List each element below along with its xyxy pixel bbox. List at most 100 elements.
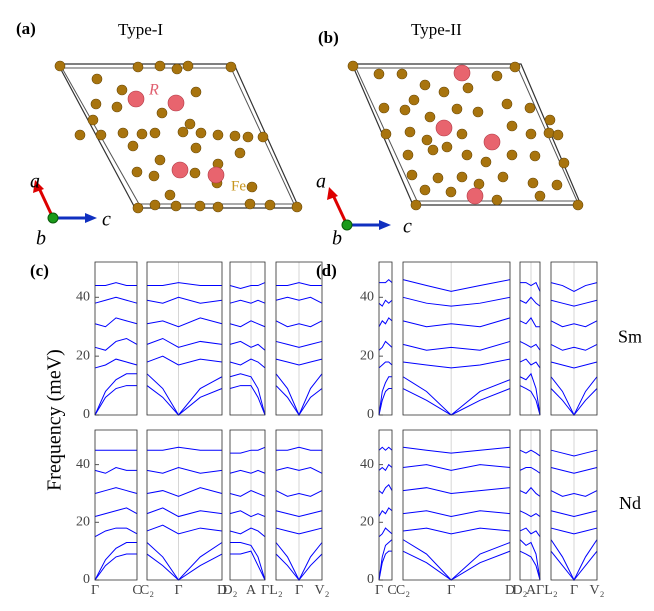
species-label: R xyxy=(148,82,159,99)
phonon-band xyxy=(147,282,222,287)
fe-atom xyxy=(347,60,359,72)
r-atom xyxy=(167,94,185,112)
fe-atom xyxy=(461,149,473,161)
phonon-band xyxy=(147,446,222,451)
phonon-band xyxy=(402,527,511,535)
phonon-band xyxy=(378,299,393,307)
y-tick-label: 40 xyxy=(76,290,90,305)
fe-atom xyxy=(242,131,254,143)
fe-atom xyxy=(87,114,99,126)
y-tick-label: 20 xyxy=(76,515,90,530)
phonon-band xyxy=(95,282,137,287)
fe-atom xyxy=(54,60,66,72)
phonon-band xyxy=(229,299,266,304)
fe-atom xyxy=(419,184,431,196)
fe-atom xyxy=(509,61,521,73)
axis-label: a xyxy=(316,171,326,193)
phonon-band xyxy=(402,340,511,351)
fe-atom xyxy=(456,128,468,140)
x-tick-label: Γ xyxy=(261,583,269,598)
phonon-band xyxy=(379,278,393,284)
fe-atom xyxy=(399,104,411,116)
x-tick-label: Γ xyxy=(174,583,182,598)
x-tick-label: D₂ xyxy=(513,583,528,598)
phonon-band xyxy=(378,340,393,351)
axis-label: c xyxy=(403,216,412,238)
phonon-band xyxy=(402,539,511,581)
subpanel-frame xyxy=(378,261,393,416)
phonon-band xyxy=(146,385,223,416)
fe-atom xyxy=(148,170,160,182)
panel-label: (c) xyxy=(30,261,49,280)
x-tick-label: Γ xyxy=(447,583,455,598)
arrow-head xyxy=(379,220,391,230)
fe-atom xyxy=(445,186,457,198)
fe-atom xyxy=(177,126,189,138)
phonon-band xyxy=(94,337,138,351)
phonon-band xyxy=(146,507,223,518)
panel-label: (a) xyxy=(16,19,36,38)
y-tick-label: 0 xyxy=(83,572,90,587)
x-tick-label: L₂ xyxy=(544,583,558,598)
fe-atom xyxy=(543,127,555,139)
fe-atom xyxy=(132,202,144,214)
fe-atom xyxy=(529,150,541,162)
axis-arrow xyxy=(37,187,55,219)
phonon-band xyxy=(94,466,137,474)
phonon-band xyxy=(275,296,323,304)
phonon-band xyxy=(275,320,323,328)
fe-atom xyxy=(74,129,86,141)
subpanel-frame xyxy=(146,261,223,416)
subpanel-frame xyxy=(275,429,323,581)
phonon-band xyxy=(378,388,392,416)
fe-atom xyxy=(544,114,556,126)
subpanel-frame xyxy=(229,429,266,581)
phonon-band xyxy=(146,487,223,497)
subpanel-frame xyxy=(402,429,511,581)
subpanel-frame xyxy=(229,261,266,416)
phonon-band xyxy=(378,484,393,495)
phonon-band xyxy=(229,527,266,538)
fe-atom xyxy=(451,103,463,115)
subpanel-frame xyxy=(94,429,138,581)
phonon-band xyxy=(550,282,598,292)
phonon-band xyxy=(378,376,392,416)
fe-atom xyxy=(410,199,422,211)
phonon-band xyxy=(402,446,511,454)
phonon-band xyxy=(229,358,266,369)
phonon-band xyxy=(550,299,598,307)
fe-atom xyxy=(480,156,492,168)
axis-origin xyxy=(341,219,353,231)
phonon-band xyxy=(550,343,598,351)
phonon-band xyxy=(146,466,223,474)
fe-atom xyxy=(190,142,202,154)
phonon-band xyxy=(275,358,323,366)
x-tick-label: Γ xyxy=(570,583,578,598)
fe-atom xyxy=(182,60,194,72)
axis-label: b xyxy=(36,228,46,250)
fe-atom xyxy=(131,166,143,178)
fe-atom xyxy=(402,149,414,161)
fe-atom xyxy=(396,68,408,80)
fe-atom xyxy=(291,201,303,213)
fe-atom xyxy=(136,128,148,140)
x-tick-label: Γ xyxy=(295,583,303,598)
axis-origin xyxy=(47,212,59,224)
phonon-band xyxy=(519,449,541,457)
y-tick-label: 0 xyxy=(367,572,374,587)
phonon-band xyxy=(378,507,393,517)
r-atom xyxy=(127,90,145,108)
fe-atom xyxy=(572,199,584,211)
subpanel-frame xyxy=(275,261,323,416)
fe-atom xyxy=(195,127,207,139)
fe-atom xyxy=(472,106,484,118)
y-tick-label: 40 xyxy=(360,290,374,305)
phonon-band xyxy=(229,510,266,518)
fe-atom xyxy=(406,169,418,181)
x-tick-label: V₂ xyxy=(590,583,605,598)
r-atom xyxy=(435,119,453,137)
phonon-band xyxy=(94,385,137,416)
fe-atom xyxy=(189,167,201,179)
phonon-band xyxy=(146,296,223,304)
fe-atom xyxy=(264,199,276,211)
